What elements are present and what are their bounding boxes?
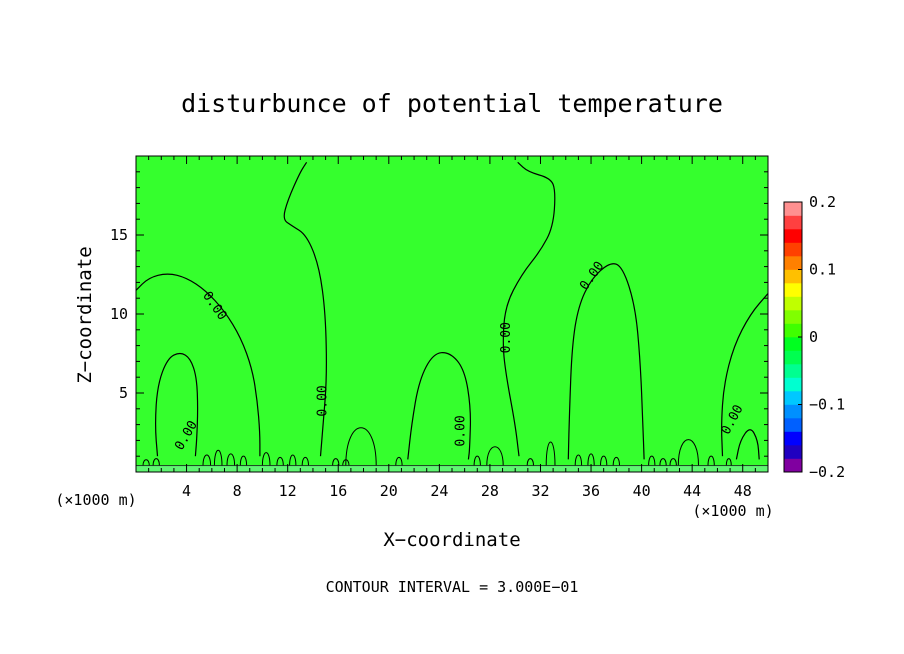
surface-bump-8 (289, 454, 297, 466)
surface-bump-27 (725, 458, 732, 466)
colorbar-swatch-15 (784, 256, 802, 270)
contour-loop-4 (155, 352, 199, 457)
x-tick-label-24: 24 (430, 482, 448, 500)
colorbar-swatch-0 (784, 458, 802, 473)
surface-bump-2 (202, 454, 212, 466)
colorbar-swatch-17 (784, 229, 802, 243)
x-axis-label: X−coordinate (383, 529, 520, 551)
surface-bump-21 (612, 456, 620, 466)
plot-background (136, 156, 768, 472)
surface-bump-1 (152, 458, 160, 466)
colorbar-swatch-5 (784, 391, 802, 405)
surface-bump-20 (600, 455, 608, 466)
surface-bump-13 (395, 456, 403, 466)
surface-bump-25 (677, 439, 699, 466)
surface-bump-24 (669, 458, 677, 466)
contour-loop-38 (567, 263, 645, 460)
surface-bump-14 (473, 455, 481, 466)
colorbar-tick-label-1: 0.1 (809, 261, 836, 279)
colorbar-swatch-7 (784, 364, 802, 378)
colorbar-swatch-14 (784, 269, 802, 284)
contour-loop-24 (407, 352, 472, 460)
contour-label-line-14-0: 0.00 (316, 385, 331, 416)
colorbar-swatch-3 (784, 418, 802, 432)
surface-bump-12 (345, 427, 377, 466)
x-axis-ticks: 4 8 12 16 20 24 28 32 36 40 44 48 (135, 156, 769, 500)
surface-bump-3 (213, 449, 223, 466)
contour-line-14 (283, 161, 327, 457)
x-tick-label-48: 48 (734, 482, 752, 500)
x-tick-label-36: 36 (582, 482, 600, 500)
x-tick-label-4: 4 (182, 482, 191, 500)
x-unit-label-left: (×1000 m) (55, 491, 136, 509)
x-tick-label-12: 12 (279, 482, 297, 500)
surface-bump-22 (648, 455, 656, 466)
x-tick-label-32: 32 (531, 482, 549, 500)
colorbar: 0.2 0.1 0 −0.1 −0.2 (783, 193, 845, 481)
surface-bump-15 (486, 446, 504, 466)
y-axis-ticks: 5 10 15 (110, 155, 768, 473)
plot-area: 0.000.000.000.000.000.000.00 4 8 12 16 20 24 2… (110, 155, 769, 500)
contour-left-arc (135, 273, 261, 457)
contour-interval-footer: CONTOUR INTERVAL = 3.000E−01 (326, 578, 579, 596)
y-tick-label-15: 15 (110, 226, 128, 244)
surface-bump-23 (659, 458, 667, 466)
colorbar-tick-label-3: −0.1 (809, 396, 845, 414)
contour-line-30 (502, 161, 556, 457)
x-tick-label-44: 44 (683, 482, 701, 500)
x-tick-label-20: 20 (380, 482, 398, 500)
contour-label-line-30-0: 0.00 (499, 322, 514, 353)
colorbar-swatch-11 (784, 310, 802, 324)
surface-bump-17 (545, 441, 556, 466)
colorbar-swatch-18 (784, 215, 802, 230)
x-tick-label-8: 8 (233, 482, 242, 500)
colorbar-tick-label-0: 0.2 (809, 193, 836, 211)
colorbar-swatch-8 (784, 350, 802, 365)
contour-right-arc (721, 293, 769, 457)
surface-bump-9 (301, 456, 309, 466)
x-tick-label-40: 40 (633, 482, 651, 500)
colorbar-swatch-1 (784, 445, 802, 459)
y-tick-label-10: 10 (110, 305, 128, 323)
colorbar-swatch-6 (784, 377, 802, 392)
surface-bump-0 (142, 459, 150, 466)
surface-bump-16 (526, 458, 534, 466)
surface-bump-10 (332, 458, 340, 466)
colorbar-swatch-2 (784, 431, 802, 446)
x-unit-label-right: (×1000 m) (692, 502, 773, 520)
colorbar-tick-label-2: 0 (809, 328, 818, 346)
x-tick-label-28: 28 (481, 482, 499, 500)
surface-bump-26 (707, 455, 715, 466)
contour-label-loop-24-0: 0.00 (453, 415, 468, 446)
chart-title: disturbunce of potential temperature (181, 89, 723, 118)
colorbar-swatch-19 (784, 202, 802, 216)
colorbar-swatch-4 (784, 404, 802, 419)
x-tick-label-16: 16 (329, 482, 347, 500)
surface-bump-18 (574, 454, 583, 466)
surface-bump-4 (226, 453, 236, 466)
surface-bump-5 (239, 455, 248, 466)
colorbar-swatch-10 (784, 323, 802, 338)
contour-loop-48 (735, 429, 760, 460)
surface-bump-19 (587, 453, 595, 466)
surface-bump-7 (276, 456, 284, 466)
colorbar-swatch-12 (784, 296, 802, 311)
surface-bump-6 (261, 452, 271, 466)
y-tick-label-5: 5 (119, 384, 128, 402)
colorbar-swatch-9 (784, 337, 802, 351)
colorbar-swatch-16 (784, 242, 802, 257)
colorbar-swatch-13 (784, 283, 802, 297)
colorbar-tick-label-4: −0.2 (809, 463, 845, 481)
y-axis-label: Z−coordinate (74, 246, 96, 383)
